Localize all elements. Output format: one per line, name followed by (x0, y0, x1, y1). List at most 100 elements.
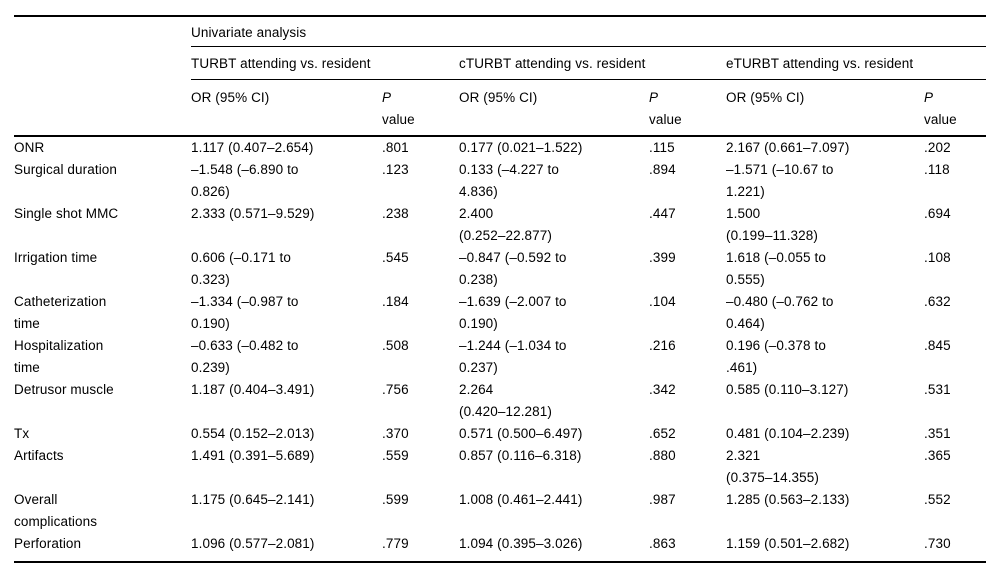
p-value-column-header: P value (382, 79, 459, 137)
turbt-or-cell: 2.333 (0.571–9.529) (191, 206, 315, 221)
turbt-p-cell: .238 (382, 206, 409, 221)
univariate-analysis-table: Univariate analysis TURBT attending vs. … (14, 15, 987, 563)
stub-cell (14, 79, 191, 137)
turbt-p-cell: .184 (382, 294, 409, 309)
p-symbol: P (382, 90, 392, 105)
p-word: value (649, 112, 682, 127)
table-row: Hospitalization time –0.633 (–0.482 to 0… (14, 335, 986, 379)
turbt-p-cell: .370 (382, 426, 409, 441)
turbt-or-cell: –1.334 (–0.987 to 0.190) (191, 294, 299, 331)
row-label-cell: Surgical duration (14, 162, 118, 177)
cturbt-p-cell: .863 (649, 536, 676, 551)
or-ci-column-header: OR (95% CI) (726, 79, 924, 137)
eturbt-or-cell: –0.480 (–0.762 to 0.464) (726, 294, 834, 331)
eturbt-p-cell: .730 (924, 536, 951, 551)
eturbt-or-cell: 1.159 (0.501–2.682) (726, 536, 850, 551)
column-header-row: OR (95% CI) P value OR (95% CI) P value … (14, 79, 987, 137)
stub-cell (14, 47, 191, 80)
cturbt-or-cell: 0.857 (0.116–6.318) (459, 448, 582, 463)
turbt-p-cell: .545 (382, 250, 409, 265)
group-header-cturbt: cTURBT attending vs. resident (459, 46, 726, 80)
eturbt-or-cell: 1.285 (0.563–2.133) (726, 492, 850, 507)
turbt-or-cell: 1.491 (0.391–5.689) (191, 448, 315, 463)
row-label-cell: Tx (14, 426, 30, 441)
eturbt-or-cell: 2.167 (0.661–7.097) (726, 140, 850, 155)
eturbt-p-cell: .694 (924, 206, 951, 221)
table-body: ONR 1.117 (0.407–2.654) .801 0.177 (0.02… (14, 136, 986, 562)
eturbt-or-cell: 2.321 (0.375–14.355) (726, 448, 819, 485)
turbt-p-cell: .779 (382, 536, 409, 551)
or-ci-column-header: OR (95% CI) (191, 79, 382, 137)
cturbt-p-cell: .652 (649, 426, 676, 441)
p-symbol: P (649, 90, 659, 105)
paper-table-page: Univariate analysis TURBT attending vs. … (0, 15, 1000, 578)
cturbt-or-cell: 2.264 (0.420–12.281) (459, 382, 552, 419)
spanner-header: Univariate analysis (191, 16, 987, 47)
eturbt-p-cell: .845 (924, 338, 951, 353)
table-row: Irrigation time 0.606 (–0.171 to 0.323) … (14, 247, 986, 291)
cturbt-or-cell: –0.847 (–0.592 to 0.238) (459, 250, 567, 287)
eturbt-or-cell: –1.571 (–10.67 to 1.221) (726, 162, 834, 199)
cturbt-p-cell: .342 (649, 382, 676, 397)
table-row: ONR 1.117 (0.407–2.654) .801 0.177 (0.02… (14, 136, 986, 159)
row-label-cell: Hospitalization time (14, 338, 104, 375)
turbt-or-cell: 1.187 (0.404–3.491) (191, 382, 315, 397)
cturbt-or-cell: 0.177 (0.021–1.522) (459, 140, 583, 155)
table-row: Catheterization time –1.334 (–0.987 to 0… (14, 291, 986, 335)
row-label-cell: Perforation (14, 536, 82, 551)
turbt-or-cell: 1.117 (0.407–2.654) (191, 140, 314, 155)
row-label-cell: Single shot MMC (14, 206, 119, 221)
group-header-eturbt: eTURBT attending vs. resident (726, 46, 987, 80)
table-row: Single shot MMC 2.333 (0.571–9.529) .238… (14, 203, 986, 247)
eturbt-p-cell: .351 (924, 426, 951, 441)
cturbt-or-cell: 1.008 (0.461–2.441) (459, 492, 583, 507)
cturbt-p-cell: .399 (649, 250, 676, 265)
eturbt-or-cell: 0.481 (0.104–2.239) (726, 426, 850, 441)
p-word: value (924, 112, 957, 127)
turbt-or-cell: 1.175 (0.645–2.141) (191, 492, 315, 507)
eturbt-p-cell: .531 (924, 382, 951, 397)
eturbt-p-cell: .365 (924, 448, 951, 463)
eturbt-p-cell: .552 (924, 492, 951, 507)
table-row: Tx 0.554 (0.152–2.013) .370 0.571 (0.500… (14, 423, 986, 445)
cturbt-p-cell: .447 (649, 206, 676, 221)
turbt-p-cell: .123 (382, 162, 409, 177)
turbt-p-cell: .508 (382, 338, 409, 353)
row-label-cell: Catheterization time (14, 294, 107, 331)
turbt-or-cell: 0.554 (0.152–2.013) (191, 426, 315, 441)
turbt-p-cell: .801 (382, 140, 409, 155)
turbt-or-cell: –0.633 (–0.482 to 0.239) (191, 338, 299, 375)
table-row: Surgical duration –1.548 (–6.890 to 0.82… (14, 159, 986, 203)
spanner-row: Univariate analysis (14, 16, 987, 47)
table-row: Perforation 1.096 (0.577–2.081) .779 1.0… (14, 533, 986, 562)
turbt-or-cell: 0.606 (–0.171 to 0.323) (191, 250, 291, 287)
table-row: Detrusor muscle 1.187 (0.404–3.491) .756… (14, 379, 986, 423)
row-label-cell: Artifacts (14, 448, 64, 463)
cturbt-or-cell: 2.400 (0.252–22.877) (459, 206, 552, 243)
eturbt-p-cell: .108 (924, 250, 951, 265)
cturbt-p-cell: .115 (649, 140, 675, 155)
p-word: value (382, 112, 415, 127)
p-symbol: P (924, 90, 934, 105)
eturbt-or-cell: 0.196 (–0.378 to .461) (726, 338, 826, 375)
table-row: Artifacts 1.491 (0.391–5.689) .559 0.857… (14, 445, 986, 489)
eturbt-or-cell: 1.500 (0.199–11.328) (726, 206, 818, 243)
cturbt-p-cell: .216 (649, 338, 676, 353)
row-label-cell: Irrigation time (14, 250, 98, 265)
group-header-row: TURBT attending vs. resident cTURBT atte… (14, 46, 987, 80)
cturbt-p-cell: .880 (649, 448, 676, 463)
cturbt-or-cell: –1.639 (–2.007 to 0.190) (459, 294, 567, 331)
eturbt-p-cell: .118 (924, 162, 950, 177)
stub-cell (14, 16, 191, 47)
cturbt-or-cell: –1.244 (–1.034 to 0.237) (459, 338, 567, 375)
eturbt-p-cell: .202 (924, 140, 951, 155)
row-label-cell: ONR (14, 140, 45, 155)
turbt-or-cell: 1.096 (0.577–2.081) (191, 536, 315, 551)
turbt-p-cell: .559 (382, 448, 409, 463)
eturbt-p-cell: .632 (924, 294, 951, 309)
p-value-column-header: P value (649, 79, 726, 137)
eturbt-or-cell: 0.585 (0.110–3.127) (726, 382, 849, 397)
or-ci-column-header: OR (95% CI) (459, 79, 649, 137)
cturbt-or-cell: 0.571 (0.500–6.497) (459, 426, 583, 441)
cturbt-or-cell: 0.133 (–4.227 to 4.836) (459, 162, 559, 199)
